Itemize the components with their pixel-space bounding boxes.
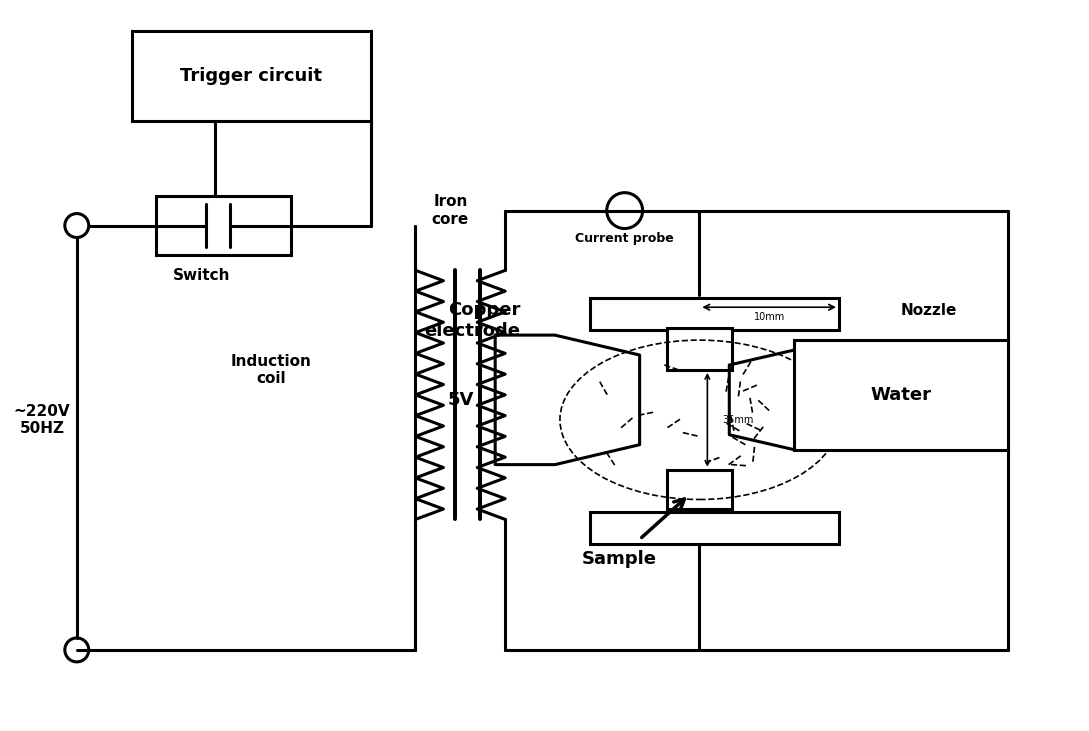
Bar <box>668 328 732 370</box>
Bar <box>132 31 370 121</box>
Text: Sample: Sample <box>583 550 658 568</box>
Text: Induction
coil: Induction coil <box>231 354 311 386</box>
Text: Iron
core: Iron core <box>431 194 469 227</box>
Circle shape <box>65 638 88 662</box>
Text: Nozzle: Nozzle <box>901 303 957 318</box>
Bar <box>668 469 732 510</box>
Text: Water: Water <box>870 386 932 404</box>
Text: Copper
electrode: Copper electrode <box>424 300 521 340</box>
Bar <box>590 512 839 545</box>
Bar <box>590 298 839 330</box>
Text: 35mm: 35mm <box>722 414 754 425</box>
Text: Current probe: Current probe <box>575 232 674 245</box>
Bar <box>157 196 291 255</box>
Bar <box>794 340 1008 450</box>
Text: 10mm: 10mm <box>754 312 785 322</box>
Text: Trigger circuit: Trigger circuit <box>180 67 322 85</box>
Text: Switch: Switch <box>172 268 230 283</box>
Text: 5V: 5V <box>448 391 474 409</box>
Circle shape <box>65 213 88 238</box>
Circle shape <box>607 193 643 229</box>
Text: ~220V
50HZ: ~220V 50HZ <box>13 404 70 436</box>
